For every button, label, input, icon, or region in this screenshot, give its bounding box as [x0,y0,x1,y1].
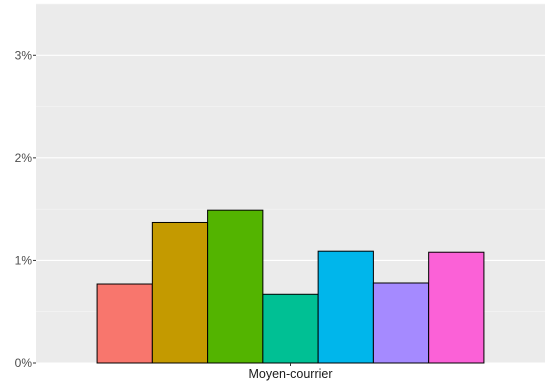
bars [96,209,485,364]
x-axis: Moyen-courrier [248,363,333,381]
y-tick-label: 3% [15,48,33,62]
bar-6 [372,282,430,364]
bar-3 [207,209,264,364]
y-axis: 0% 1% 2% 3% [15,48,36,370]
bar-5 [317,250,374,364]
bar-2 [151,221,209,364]
y-tick-label: 2% [15,151,33,165]
bar-7 [428,251,485,364]
x-tick-label: Moyen-courrier [248,367,332,381]
bar-1 [96,283,153,364]
y-tick-label: 1% [15,253,33,267]
y-tick-label: 0% [15,356,33,370]
bar-4 [262,293,319,364]
